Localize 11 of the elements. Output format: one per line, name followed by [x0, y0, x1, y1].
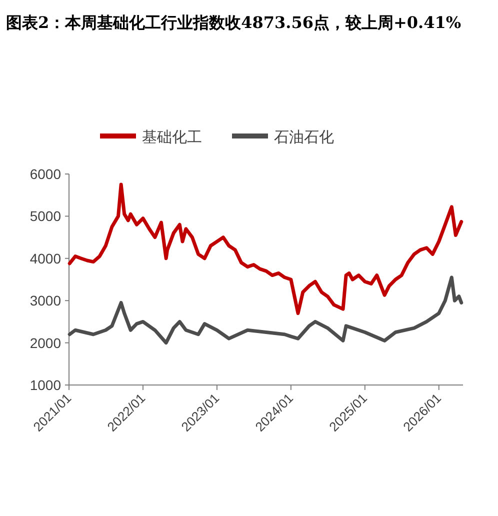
y-tick-label: 2000 — [30, 334, 62, 351]
legend-label: 基础化工 — [142, 128, 202, 146]
line-series — [68, 276, 464, 345]
y-tick-label: 5000 — [30, 208, 62, 224]
y-tick-label: 3000 — [30, 292, 62, 309]
legend-label: 石油石化 — [274, 128, 334, 146]
y-tick-label: 4000 — [30, 250, 62, 266]
chart-title: 图表2：本周基础化工行业指数收4873.56点，较上周+0.41% — [6, 12, 462, 34]
y-tick-label: 1000 — [30, 377, 62, 393]
y-tick-label: 6000 — [30, 166, 62, 182]
line-series — [68, 182, 464, 316]
